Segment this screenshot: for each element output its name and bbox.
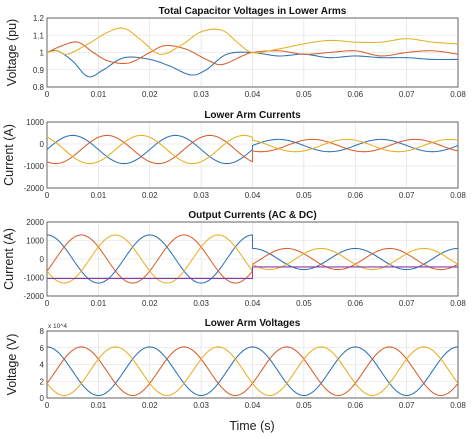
y-tick-label: -2000 [24,184,45,193]
y-tick-label: 0.9 [33,66,45,75]
series-group [47,134,458,165]
y-tick-label: 6 [40,344,45,353]
x-tick-label: 0.02 [142,299,158,308]
x-tick-label: 0.05 [296,191,312,200]
y-tick-label: 0 [40,394,45,403]
x-tick-label: 0.08 [450,90,466,99]
x-tick-label: 0.08 [450,191,466,200]
x-tick-label: 0.03 [193,401,209,410]
series-group [47,346,458,397]
plot-frame [46,221,459,297]
x-tick-label: 0.01 [91,191,107,200]
x-tick-label: 0.01 [91,299,107,308]
x-tick-label: 0.04 [245,401,261,410]
chart-panel-1: 0 0.01 0.02 0.03 0.04 0.05 0.06 0.07 0.08 0.8 0.9 1… [5,6,466,99]
x-tick-label: 0.05 [296,90,312,99]
y-tick-label: 2000 [26,218,44,227]
x-tick-label: 0.03 [193,90,209,99]
x-tick-label: 0.03 [193,191,209,200]
series-line-yellow [47,27,458,55]
x-tick-label: 0.06 [347,191,363,200]
x-tick-label: 0.05 [296,299,312,308]
y-axis-label: Current (A) [2,124,16,186]
series-line-purple [47,266,458,279]
x-tick-label: 0.04 [245,299,261,308]
y-axis-label: Voltage (pu) [5,19,19,86]
x-tick-label: 0.01 [91,90,107,99]
x-axis-label: Time (s) [229,419,274,433]
series-group [47,234,458,284]
y-tick-label: 1000 [26,118,44,127]
y-tick-label: 1000 [26,237,44,246]
x-tick-label: 0.07 [399,90,415,99]
y-tick-label: 4 [40,361,45,370]
series-line-yellow [47,346,458,397]
x-tick-label: 0.02 [142,191,158,200]
x-tick-label: 0.02 [142,401,158,410]
x-tick-label: 0.06 [347,401,363,410]
x-tick-label: 0.07 [399,299,415,308]
series-line-yellow [47,134,458,165]
chart-title: Total Capacitor Voltages in Lower Arms [159,6,347,17]
x-tick-label: 0 [45,191,50,200]
y-tick-label: 0 [40,255,45,264]
x-tick-label: 0.07 [399,401,415,410]
y-axis-label: Voltage (V) [5,334,19,396]
series-line-blue [47,49,458,78]
x-tick-label: 0.06 [347,299,363,308]
series-line-orange [47,134,458,165]
x-tick-label: 0.06 [347,90,363,99]
y-tick-label: -2000 [24,292,45,301]
x-tick-label: 0.08 [450,299,466,308]
x-tick-label: 0 [45,299,50,308]
x-tick-label: 0.07 [399,191,415,200]
chart-title: Lower Arm Currents [204,110,301,121]
chart-title: Lower Arm Voltages [205,318,301,329]
y-tick-label: 1.2 [33,14,45,23]
x-tick-label: 0.04 [245,191,261,200]
y-tick-label: 0.8 [33,83,45,92]
x-tick-label: 0.08 [450,401,466,410]
y-tick-label: 0 [40,140,45,149]
x-tick-label: 0.04 [245,90,261,99]
x-tick-label: 0.02 [142,90,158,99]
y-tick-label: -1000 [24,274,45,283]
plot-frame [46,330,459,399]
y-tick-label: 1 [40,49,45,58]
x-tick-label: 0.01 [91,401,107,410]
chart-panel-4: 0 0.01 0.02 0.03 0.04 0.05 0.06 0.07 0.08 0 2 4 6 8 Lo… [5,318,466,410]
x-tick-label: 0 [45,401,50,410]
series-line-blue [47,134,458,165]
plot-frame [46,121,459,189]
y-tick-label: 8 [40,327,45,336]
chart-title: Output Currents (AC & DC) [188,210,316,221]
x-tick-label: 0.03 [193,299,209,308]
series-group [47,27,458,78]
y-tick-label: 2 [40,377,45,386]
chart-panel-2: 0 0.01 0.02 0.03 0.04 0.05 0.06 0.07 0.08 -2000 -1… [2,110,466,200]
chart-panel-3: 0 0.01 0.02 0.03 0.04 0.05 0.06 0.07 0.08 -2000 -1… [2,210,466,308]
series-line-orange [47,41,458,66]
x-tick-label: 0 [45,90,50,99]
y-axis-exponent: x 10^4 [48,323,67,330]
y-tick-label: 1.1 [33,31,45,40]
y-tick-label: -1000 [24,162,45,171]
x-tick-label: 0.05 [296,401,312,410]
y-axis-label: Current (A) [2,228,16,290]
